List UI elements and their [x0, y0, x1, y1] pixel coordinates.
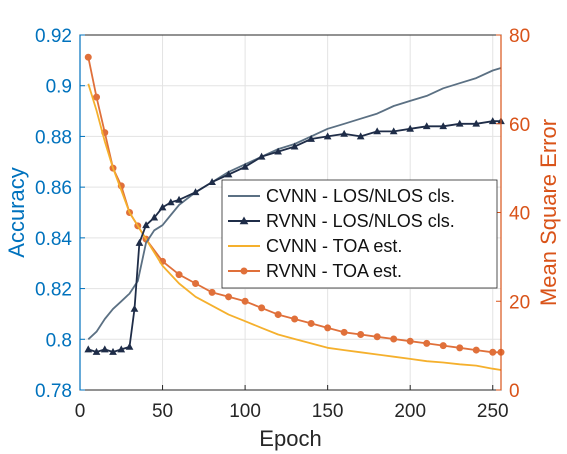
data-point-marker [455, 119, 464, 127]
x-axis-label: Epoch [259, 426, 321, 451]
right-y-axis-label: Mean Square Error [536, 119, 561, 306]
legend-entry: CVNN - TOA est. [228, 236, 402, 256]
data-point-marker [130, 304, 139, 312]
data-point-marker [208, 178, 216, 185]
series-cvnn-cls [87, 67, 502, 340]
data-point-marker [290, 142, 299, 150]
data-point-marker [93, 93, 101, 101]
data-point-marker [84, 53, 92, 61]
x-tick-label: 50 [152, 401, 173, 422]
right-y-tick-label: 80 [509, 26, 530, 47]
data-point-marker [175, 195, 183, 203]
data-point-marker [241, 162, 249, 170]
legend-marker [240, 267, 248, 275]
left-y-tick-label: 0.92 [35, 26, 72, 47]
data-point-marker [390, 335, 398, 343]
x-tick-label: 250 [477, 401, 509, 422]
right-y-tick-label: 20 [509, 292, 530, 313]
data-point-marker [239, 216, 249, 225]
data-point-marker [191, 188, 200, 196]
data-point-marker [423, 339, 431, 347]
legend-entry: RVNN - LOS/NLOS cls. [228, 211, 455, 231]
data-point-marker [456, 344, 464, 352]
data-point-marker [472, 346, 480, 354]
data-point-marker [92, 347, 101, 355]
data-point-marker [208, 288, 216, 296]
data-point-marker [166, 198, 175, 206]
data-point-marker [307, 134, 315, 142]
data-point-marker [323, 132, 332, 140]
left-y-tick-label: 0.9 [46, 77, 72, 98]
data-point-marker [224, 170, 233, 178]
series-line [87, 83, 502, 371]
x-tick-label: 200 [394, 401, 426, 422]
data-point-marker [192, 280, 200, 287]
series-layer [84, 53, 505, 371]
data-point-marker [472, 119, 481, 127]
x-tick-label: 150 [312, 401, 344, 422]
data-point-marker [125, 342, 134, 350]
data-point-marker [225, 293, 233, 301]
data-point-marker [406, 124, 415, 132]
legend-label: RVNN - LOS/NLOS cls. [266, 211, 455, 231]
legend: CVNN - LOS/NLOS cls. RVNN - LOS/NLOS cls.… [221, 179, 498, 289]
data-point-marker [389, 127, 398, 135]
left-y-tick-label: 0.84 [35, 229, 72, 250]
data-point-marker [135, 238, 144, 246]
data-point-marker [258, 304, 266, 312]
data-point-marker [100, 345, 109, 353]
data-point-marker [84, 345, 93, 353]
legend-entry: CVNN - LOS/NLOS cls. [228, 186, 455, 206]
left-y-tick-label: 0.82 [35, 280, 72, 301]
data-point-marker [117, 345, 126, 353]
x-tick-label: 0 [75, 401, 86, 422]
data-point-marker [158, 203, 167, 211]
data-point-marker [274, 311, 282, 319]
ticks: 0 50 100 150 200 2500.780.80.820.840.860.880.… [35, 26, 530, 422]
series-line [87, 67, 502, 340]
data-point-marker [357, 331, 365, 339]
data-point-marker [489, 348, 497, 356]
data-point-marker [142, 221, 150, 229]
data-point-marker [340, 129, 349, 137]
legend-entry: RVNN - TOA est. [228, 261, 402, 281]
data-point-marker [373, 333, 381, 341]
legend-label: RVNN - TOA est. [266, 261, 402, 281]
right-y-tick-label: 40 [509, 204, 530, 225]
legend-label: CVNN - LOS/NLOS cls. [266, 186, 455, 206]
data-point-marker [373, 127, 382, 135]
data-point-marker [291, 315, 299, 323]
data-point-marker [150, 213, 159, 221]
data-point-marker [307, 319, 315, 327]
data-point-marker [422, 122, 431, 130]
left-y-axis-label: Accuracy [4, 167, 29, 257]
data-point-marker [439, 122, 448, 130]
data-point-marker [488, 117, 497, 125]
x-tick-label: 100 [229, 401, 261, 422]
right-y-tick-label: 60 [509, 115, 530, 136]
left-y-tick-label: 0.88 [35, 127, 72, 148]
data-point-marker [274, 147, 282, 155]
data-point-marker [109, 347, 117, 355]
data-point-marker [257, 152, 266, 160]
data-point-marker [406, 337, 414, 345]
left-y-tick-label: 0.8 [46, 330, 72, 351]
data-point-marker [175, 271, 183, 279]
data-point-marker [356, 132, 365, 140]
series-cvnn-toa [87, 83, 502, 371]
data-point-marker [340, 328, 348, 336]
data-point-marker [439, 342, 447, 350]
legend-box [221, 179, 498, 289]
left-y-tick-label: 0.78 [35, 381, 72, 402]
data-point-marker [241, 297, 249, 305]
right-y-tick-label: 0 [509, 381, 520, 402]
series-rvnn-cls [84, 117, 505, 355]
left-y-tick-label: 0.86 [35, 178, 72, 199]
legend-label: CVNN - TOA est. [266, 236, 402, 256]
data-point-marker [324, 324, 332, 332]
